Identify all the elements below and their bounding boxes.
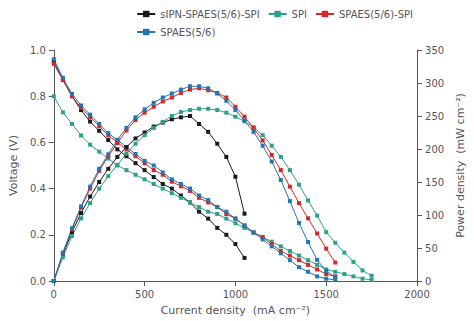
svg-text:SPAES(5/6): SPAES(5/6) bbox=[160, 27, 215, 38]
svg-text:1500: 1500 bbox=[313, 289, 338, 300]
svg-text:350: 350 bbox=[425, 45, 444, 56]
svg-text:SPAES(5/6)-SPI: SPAES(5/6)-SPI bbox=[339, 9, 413, 20]
svg-text:Voltage (V): Voltage (V) bbox=[7, 135, 20, 196]
svg-text:300: 300 bbox=[425, 78, 444, 89]
svg-text:Power density (mW cm⁻²): Power density (mW cm⁻²) bbox=[454, 93, 467, 238]
svg-text:0.8: 0.8 bbox=[30, 91, 46, 102]
svg-text:0.6: 0.6 bbox=[30, 137, 46, 148]
svg-text:50: 50 bbox=[425, 243, 438, 254]
svg-text:SPI: SPI bbox=[292, 9, 307, 20]
svg-text:0.2: 0.2 bbox=[30, 229, 46, 240]
svg-text:250: 250 bbox=[425, 111, 444, 122]
svg-text:0: 0 bbox=[51, 289, 57, 300]
svg-text:Current density (mA cm⁻²): Current density (mA cm⁻²) bbox=[161, 304, 310, 317]
svg-text:500: 500 bbox=[135, 289, 154, 300]
svg-text:0.0: 0.0 bbox=[30, 276, 46, 287]
svg-text:0.4: 0.4 bbox=[30, 183, 46, 194]
svg-text:200: 200 bbox=[425, 144, 444, 155]
svg-text:150: 150 bbox=[425, 177, 444, 188]
svg-text:1000: 1000 bbox=[223, 289, 248, 300]
svg-text:0: 0 bbox=[425, 276, 431, 287]
svg-text:2000: 2000 bbox=[404, 289, 429, 300]
svg-text:sIPN-SPAES(5/6)-SPI: sIPN-SPAES(5/6)-SPI bbox=[160, 9, 259, 20]
svg-text:1.0: 1.0 bbox=[30, 45, 46, 56]
svg-text:100: 100 bbox=[425, 210, 444, 221]
